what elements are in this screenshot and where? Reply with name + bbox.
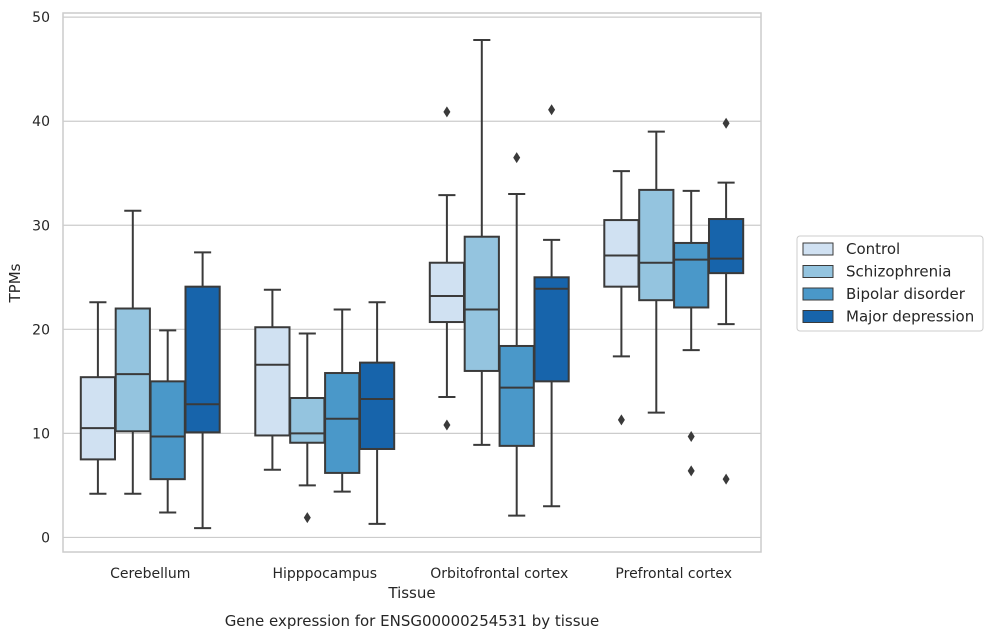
outlier-point [722, 473, 730, 485]
chart-caption: Gene expression for ENSG00000254531 by t… [225, 612, 600, 630]
box-group [673, 189, 710, 477]
legend-label: Schizophrenia [846, 263, 951, 281]
y-tick-label: 20 [32, 322, 50, 338]
box-group [324, 308, 361, 493]
box [114, 307, 151, 433]
box-group [254, 288, 291, 471]
box [324, 372, 361, 474]
outlier-point [443, 419, 451, 431]
outlier-point [513, 152, 521, 164]
legend-swatch [802, 265, 834, 278]
x-tick-label: Orbitofrontal cortex [430, 566, 568, 582]
box-layer [79, 39, 745, 530]
y-axis-label: TPMs [6, 263, 24, 303]
box-group [114, 209, 151, 495]
legend-swatch [802, 242, 834, 256]
outlier-point [617, 414, 625, 426]
x-tick-label: Prefrontal cortex [615, 566, 732, 582]
outlier-point [548, 104, 556, 116]
outlier-point [443, 106, 451, 118]
box-group [289, 332, 326, 524]
y-tick-label: 50 [32, 10, 50, 26]
box [358, 361, 396, 450]
x-axis-label: Tissue [387, 584, 435, 602]
box-group [463, 39, 500, 446]
box [603, 219, 640, 288]
legend-label: Major depression [846, 308, 974, 326]
x-tick-labels: Cerebellum Hipppocampus Orbitofrontal cort… [110, 566, 732, 582]
box-group [79, 301, 117, 495]
box [707, 218, 745, 275]
outlier-point [722, 117, 730, 129]
x-tick-label: Cerebellum [110, 566, 190, 582]
box [463, 235, 500, 372]
box-group [533, 104, 570, 508]
y-tick-label: 30 [32, 218, 50, 234]
box-group [358, 301, 396, 525]
box [79, 376, 117, 461]
outlier-point [303, 512, 311, 524]
outlier-point [687, 431, 695, 442]
box-group [638, 130, 675, 414]
box-group [707, 117, 745, 485]
box [638, 188, 675, 302]
legend: Control Schizophrenia Bipolar disorder Majo… [796, 235, 984, 332]
box-group [428, 106, 466, 431]
legend-frame [796, 235, 984, 332]
x-tick-label: Hipppocampus [272, 566, 377, 582]
box [428, 261, 466, 324]
y-tick-label: 10 [32, 426, 50, 442]
box [184, 285, 221, 434]
box-group [184, 251, 221, 530]
box-group [149, 329, 186, 514]
y-tick-label: 40 [32, 114, 50, 130]
box-group [603, 170, 640, 426]
plot-frame [62, 12, 762, 553]
box [498, 344, 535, 447]
box [673, 241, 710, 309]
box [254, 326, 291, 437]
y-tick-label: 0 [41, 530, 50, 546]
box [149, 380, 186, 481]
outlier-point [687, 465, 695, 477]
box [289, 397, 326, 444]
box-group [498, 152, 535, 517]
box [533, 276, 570, 383]
legend-swatch [802, 287, 834, 301]
legend-label: Bipolar disorder [846, 285, 966, 303]
legend-swatch [802, 310, 834, 323]
legend-label: Control [846, 240, 900, 258]
y-tick-labels: 0 10 20 30 40 50 [32, 10, 50, 546]
